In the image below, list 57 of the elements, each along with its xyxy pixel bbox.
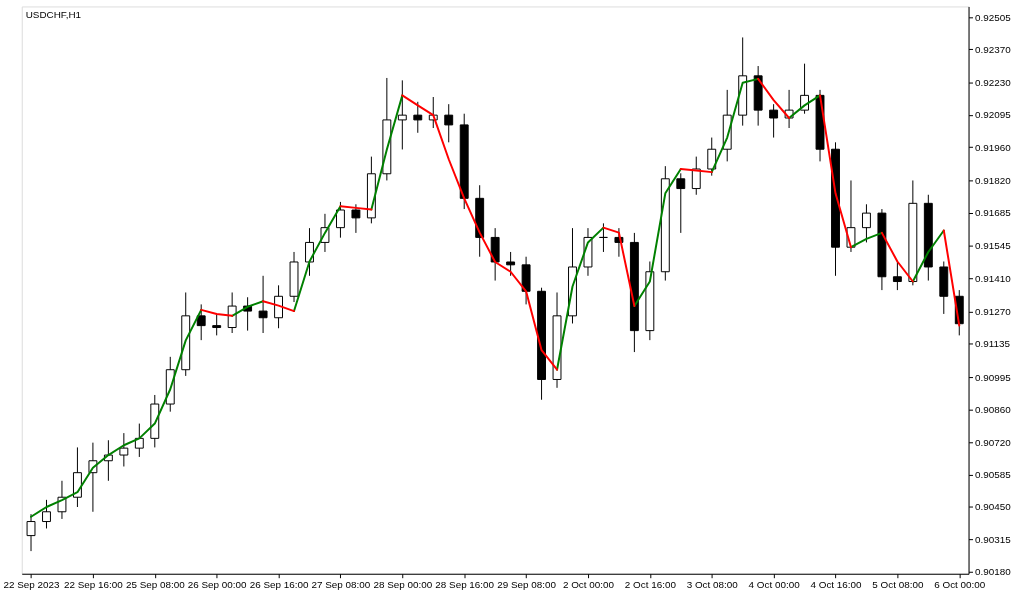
y-tick-label: 0.92505 bbox=[974, 11, 1012, 23]
x-tick-label: 22 Sep 16:00 bbox=[64, 579, 124, 591]
x-tick-label: 28 Sep 16:00 bbox=[435, 579, 495, 591]
x-tick-label: 28 Sep 00:00 bbox=[373, 579, 433, 591]
candlestick bbox=[212, 313, 222, 336]
candlestick bbox=[351, 203, 361, 234]
y-tick-label: 0.92230 bbox=[974, 77, 1012, 89]
y-tick-label: 0.91685 bbox=[974, 207, 1012, 219]
x-tick-label: 29 Sep 08:00 bbox=[497, 579, 557, 591]
y-tick-label: 0.91960 bbox=[974, 141, 1012, 153]
x-tick-label: 4 Oct 00:00 bbox=[748, 579, 801, 591]
x-tick-label: 3 Oct 08:00 bbox=[686, 579, 739, 591]
y-tick-label: 0.91410 bbox=[974, 272, 1012, 284]
y-tick-label: 0.91270 bbox=[974, 306, 1012, 318]
candlestick bbox=[26, 513, 36, 552]
y-tick-label: 0.91135 bbox=[974, 338, 1011, 350]
candlestick bbox=[861, 203, 871, 243]
candlestick bbox=[413, 101, 423, 134]
x-tick-label: 27 Sep 08:00 bbox=[311, 579, 371, 591]
x-tick-label: 25 Sep 08:00 bbox=[125, 579, 186, 591]
x-tick-label: 4 Oct 16:00 bbox=[810, 579, 863, 591]
candlestick bbox=[258, 275, 268, 334]
candlestick bbox=[274, 284, 284, 329]
candlestick bbox=[444, 103, 454, 143]
x-tick-label: 5 Oct 08:00 bbox=[872, 579, 924, 591]
candlestick bbox=[676, 172, 686, 234]
y-tick-label: 0.92095 bbox=[974, 109, 1012, 121]
candlestick bbox=[42, 499, 51, 529]
y-tick-label: 0.90995 bbox=[974, 371, 1012, 383]
candlestick bbox=[506, 251, 516, 277]
candlestick bbox=[196, 303, 206, 341]
candlestick bbox=[691, 156, 701, 196]
y-tick-label: 0.91820 bbox=[974, 174, 1012, 186]
x-tick-label: 2 Oct 00:00 bbox=[562, 579, 615, 591]
y-tick-label: 0.90720 bbox=[974, 437, 1012, 449]
y-tick-label: 0.90450 bbox=[974, 501, 1012, 513]
x-tick-label: 22 Sep 2023 bbox=[3, 579, 61, 591]
candlestick bbox=[397, 79, 407, 150]
y-tick-label: 0.91545 bbox=[974, 240, 1012, 252]
candlestick bbox=[305, 227, 314, 277]
candlestick bbox=[707, 137, 717, 177]
x-tick-label: 26 Sep 16:00 bbox=[249, 579, 309, 591]
y-tick-label: 0.92370 bbox=[974, 43, 1012, 55]
y-tick-label: 0.90860 bbox=[974, 403, 1012, 415]
candlestick bbox=[227, 291, 237, 334]
candlestick bbox=[769, 103, 779, 139]
y-tick-label: 0.90315 bbox=[974, 533, 1012, 545]
y-tick-label: 0.90180 bbox=[974, 565, 1012, 577]
candlestick bbox=[335, 201, 345, 239]
x-tick-label: 2 Oct 16:00 bbox=[624, 579, 677, 591]
y-tick-label: 0.90585 bbox=[974, 469, 1012, 481]
chart-title: USDCHF,H1 bbox=[25, 9, 82, 21]
candlestick bbox=[892, 261, 902, 291]
x-tick-label: 6 Oct 00:00 bbox=[934, 579, 986, 591]
candlestick bbox=[134, 423, 144, 458]
x-tick-label: 26 Sep 00:00 bbox=[187, 579, 248, 591]
candlestick bbox=[119, 432, 129, 467]
